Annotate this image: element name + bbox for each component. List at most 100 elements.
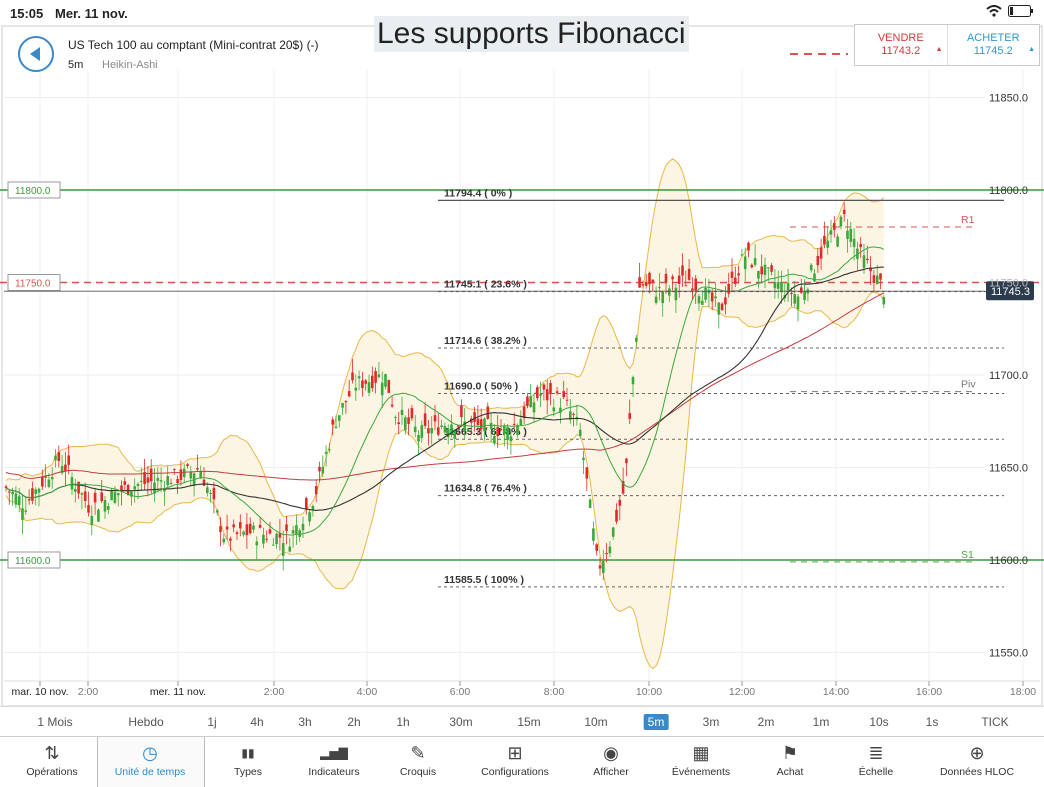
candle-body (242, 531, 245, 535)
x-axis-tick-label: 12:00 (729, 686, 755, 698)
toolbar-button[interactable]: ≣ Échelle (859, 737, 893, 786)
timeframe-option[interactable]: 10s (869, 715, 889, 729)
candle-body (354, 387, 358, 391)
timeframe-option[interactable]: 5m (643, 714, 669, 730)
candle-body (648, 272, 651, 285)
candle-body (60, 466, 64, 473)
timeframe-option[interactable]: 2h (347, 715, 361, 729)
timeframe-option[interactable]: 15m (517, 715, 541, 729)
candle-body (437, 427, 440, 435)
chart-area[interactable]: 11800.0 11750.0 11600.0 11794.4 ( 0% ) 11745… (0, 0, 1044, 706)
timeframe-option[interactable]: 30m (449, 715, 473, 729)
toolbar-button[interactable]: ◉ Afficher (593, 737, 628, 786)
buy-button[interactable]: ACHETER 11745.2 ▲ (946, 25, 1040, 65)
toolbar-button[interactable]: ▂▅▇ Indicateurs (308, 737, 359, 786)
timeframe-option[interactable]: 3m (702, 715, 720, 729)
candle-body (555, 391, 559, 394)
candle-body (24, 510, 28, 512)
candle-body (80, 493, 84, 495)
candle-body (57, 452, 61, 461)
candle-body (93, 492, 97, 503)
timeframe-option[interactable]: 10m (584, 715, 608, 729)
candle-body (621, 481, 625, 494)
candle-body (800, 287, 803, 293)
timeframe-option[interactable]: 2m (757, 715, 775, 729)
candle-body (664, 273, 668, 283)
timeframe-option[interactable]: 3h (298, 715, 312, 729)
candle-body (288, 546, 292, 552)
toolbar-button[interactable]: ⊕ Données HLOC (940, 737, 1014, 786)
candle-body (572, 413, 575, 415)
back-button[interactable] (18, 36, 54, 72)
candle-body (724, 297, 727, 305)
candle-body (569, 411, 572, 420)
calendar-icon: ▦ (692, 743, 710, 763)
sort-arrows-icon: ⇅ (44, 743, 60, 763)
candle-body (143, 471, 146, 485)
toolbar-label: Types (233, 766, 263, 778)
x-axis-tick-label: 16:00 (916, 686, 942, 698)
candle-body (272, 544, 275, 546)
x-axis-tick-label: 2:00 (264, 686, 285, 698)
candle-body (644, 281, 648, 286)
candle-body (456, 425, 460, 427)
candle-body (671, 276, 674, 280)
candle-body (559, 407, 562, 413)
toolbar-button[interactable]: ⇅ Opérations (26, 737, 77, 786)
candle-body (173, 468, 176, 470)
candle-body (107, 506, 110, 510)
candle-body (133, 486, 136, 490)
toolbar-button[interactable]: ✎ Croquis (400, 737, 436, 786)
candle-body (176, 478, 179, 484)
candle-body (677, 275, 681, 284)
candle-body (116, 492, 120, 496)
timeframe-option[interactable]: 1h (396, 715, 410, 729)
candle-body (17, 496, 21, 506)
wifi-icon (986, 5, 1002, 17)
toolbar-button[interactable]: ▮▮ Types (234, 737, 262, 786)
candle-body (668, 288, 671, 296)
chart-type-label: Heikin-Ashi (102, 59, 158, 71)
candle-body (31, 488, 34, 501)
x-axis-tick-label: 6:00 (450, 686, 471, 698)
candle-body (588, 499, 592, 508)
sell-button[interactable]: VENDRE 11743.2 ▲ (855, 25, 947, 65)
candle-body (516, 425, 519, 435)
moving-average-medium (5, 266, 884, 511)
toolbar-button[interactable]: ⚑ Achat (777, 737, 804, 786)
candle-body (608, 546, 612, 554)
timeframe-option[interactable]: Hebdo (128, 715, 164, 729)
timeframe-option[interactable]: 1 Mois (37, 715, 73, 729)
toolbar-button[interactable]: ⊞ Configurations (481, 737, 549, 786)
candle-body (522, 406, 526, 419)
candle-body (532, 402, 536, 413)
candle-body (331, 419, 334, 425)
candle-body (826, 240, 829, 248)
candle-body (285, 524, 288, 531)
price-chart[interactable]: 11800.0 11750.0 11600.0 11794.4 ( 0% ) 11745… (0, 0, 1044, 706)
candle-body (377, 374, 381, 378)
candle-body (628, 413, 631, 419)
candle-body (605, 553, 608, 555)
candle-body (753, 258, 757, 265)
overlay-title: Les supports Fibonacci (374, 16, 689, 52)
candle-body (47, 479, 51, 487)
candle-body (103, 499, 107, 512)
candle-body (21, 508, 24, 520)
candle-body (780, 282, 783, 293)
x-axis-tick-label: mar. 10 nov. (11, 686, 68, 698)
x-axis-tick-label: 4:00 (357, 686, 378, 698)
candle-body (833, 223, 836, 230)
timeframe-option[interactable]: 1m (812, 715, 830, 729)
toolbar-button[interactable]: ◷ Unité de temps (115, 737, 186, 786)
candle-body (793, 294, 796, 304)
timeframe-option[interactable]: 1s (925, 715, 939, 729)
candle-body (473, 412, 476, 422)
candle-body (239, 522, 242, 529)
toolbar-button[interactable]: ▦ Événements (672, 737, 730, 786)
timeframe-option[interactable]: 1j (207, 715, 217, 729)
candle-body (714, 296, 717, 299)
timeframe-option[interactable]: TICK (981, 715, 1009, 729)
timeframe-option[interactable]: 4h (250, 715, 264, 729)
candle-body (651, 279, 655, 283)
